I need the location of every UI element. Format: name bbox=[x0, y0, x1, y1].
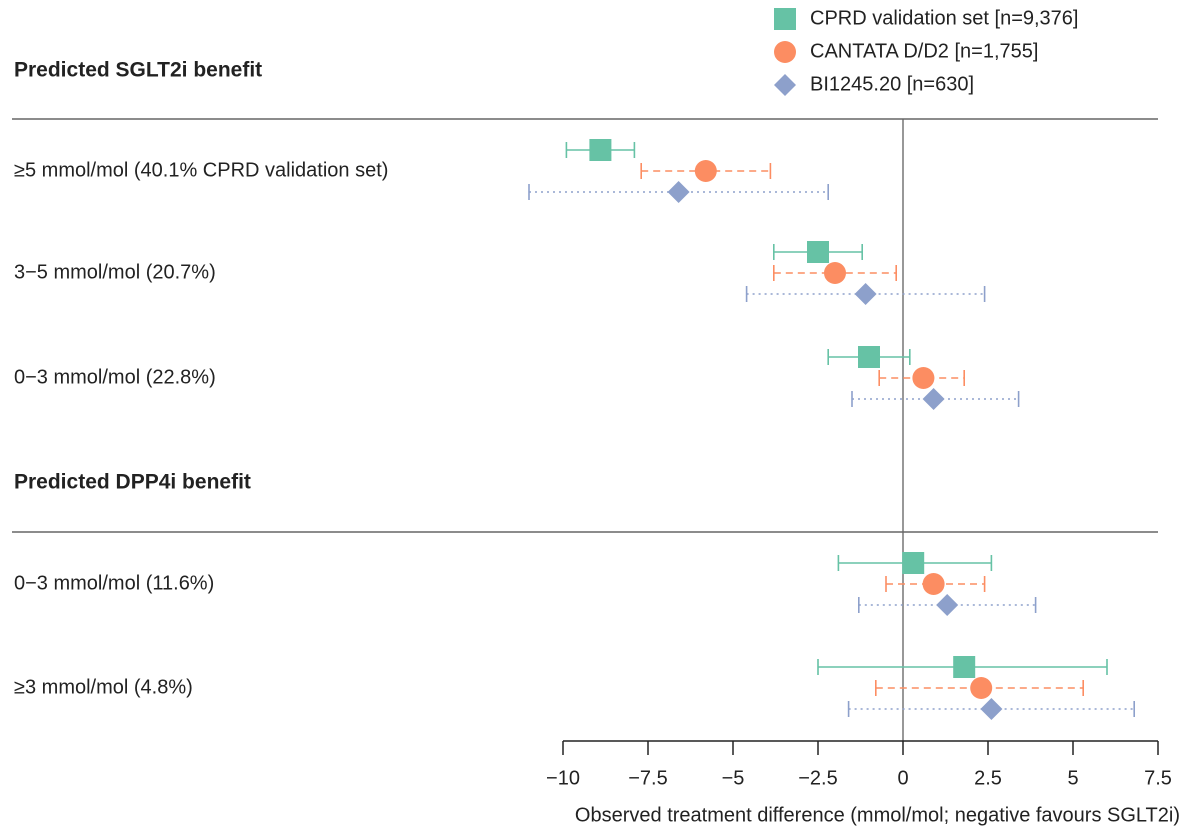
x-tick-label: −10 bbox=[546, 767, 580, 789]
row-label: 3−5 mmol/mol (20.7%) bbox=[14, 261, 216, 283]
point bbox=[824, 262, 846, 284]
point bbox=[854, 283, 877, 305]
row-label: 0−3 mmol/mol (11.6%) bbox=[14, 572, 214, 594]
point bbox=[970, 677, 993, 699]
legend-label: CANTATA D/D2 [n=1,755] bbox=[810, 40, 1038, 62]
point bbox=[589, 139, 612, 161]
row-label: 0−3 mmol/mol (22.8%) bbox=[14, 366, 216, 388]
point bbox=[953, 656, 976, 678]
row-label: ≥3 mmol/mol (4.8%) bbox=[14, 676, 193, 698]
point bbox=[922, 388, 945, 410]
point bbox=[902, 552, 925, 574]
group-title: Predicted SGLT2i benefit bbox=[14, 59, 262, 82]
point bbox=[936, 594, 959, 616]
x-tick-label: −5 bbox=[722, 767, 745, 789]
x-tick-label: 0 bbox=[897, 767, 908, 789]
point bbox=[694, 160, 717, 182]
x-tick-label: −2.5 bbox=[798, 767, 837, 789]
legend-marker bbox=[774, 8, 796, 30]
legend-marker bbox=[774, 74, 796, 96]
x-tick-label: 2.5 bbox=[974, 767, 1002, 789]
point bbox=[807, 241, 829, 263]
point bbox=[912, 367, 935, 389]
point bbox=[858, 346, 880, 368]
group-title: Predicted DPP4i benefit bbox=[14, 471, 251, 494]
x-tick-label: 7.5 bbox=[1144, 767, 1172, 789]
x-tick-label: 5 bbox=[1067, 767, 1078, 789]
point bbox=[980, 698, 1003, 720]
point bbox=[667, 181, 690, 203]
row-label: ≥5 mmol/mol (40.1% CPRD validation set) bbox=[14, 159, 388, 181]
legend-label: BI1245.20 [n=630] bbox=[810, 73, 974, 95]
point bbox=[922, 573, 945, 595]
legend-label: CPRD validation set [n=9,376] bbox=[810, 7, 1079, 29]
x-tick-label: −7.5 bbox=[628, 767, 667, 789]
legend-marker bbox=[774, 41, 796, 63]
x-axis-label: Observed treatment difference (mmol/mol;… bbox=[575, 804, 1180, 826]
